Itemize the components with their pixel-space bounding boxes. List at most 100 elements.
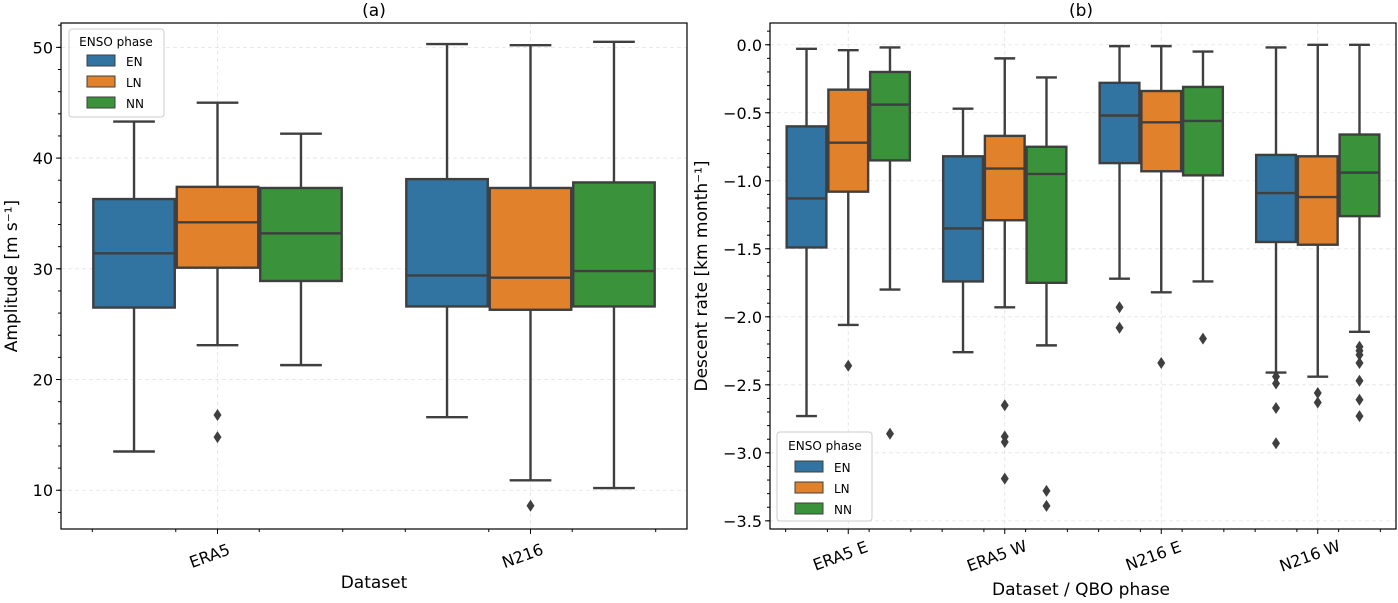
legend-swatch-en: [794, 460, 824, 473]
y-tick-label: 20: [33, 371, 53, 390]
box-ln-n216-w: [1296, 43, 1339, 409]
legend-label-ln: LN: [126, 76, 142, 90]
iqr-box: [1338, 133, 1381, 218]
outlier-point: [1272, 377, 1281, 390]
panel-b-legend: ENSO phase EN LN NN: [776, 431, 873, 522]
y-tick-label: −3.5: [723, 512, 762, 531]
outlier-point: [1000, 435, 1009, 448]
box-nn-era5-e: [868, 46, 912, 440]
panel-b-xlabel: Dataset / QBO phase: [992, 580, 1170, 599]
panel-a-xlabel: Dataset: [341, 573, 408, 593]
outlier-point: [1355, 393, 1364, 406]
legend-frame: [68, 28, 165, 118]
box-nn-era5-w: [1025, 76, 1068, 512]
outlier-point: [1042, 484, 1051, 497]
x-tick-label: ERA5: [187, 540, 233, 572]
panel-a-boxes: [92, 40, 656, 512]
iqr-box: [785, 125, 828, 249]
legend-swatch-nn: [794, 502, 824, 515]
box-en-era5-w: [941, 107, 985, 354]
x-tick-label: N216 W: [1277, 536, 1343, 576]
box-ln-era5-e: [827, 49, 870, 372]
iqr-box: [175, 185, 260, 269]
iqr-box: [1181, 85, 1225, 177]
panel-b-title: (b): [1069, 1, 1093, 21]
iqr-box: [488, 186, 573, 311]
box-ln-n216: [488, 43, 573, 512]
outlier-point: [1355, 357, 1364, 370]
box-nn-era5: [259, 132, 343, 367]
box-nn-n216-w: [1338, 43, 1381, 423]
box-ln-era5: [175, 101, 260, 444]
panel-b-ylabel: Descent rate [km month⁻¹]: [692, 160, 712, 391]
outlier-point: [213, 431, 222, 444]
y-tick-label: 50: [33, 38, 53, 57]
y-tick-label: −1.5: [723, 240, 762, 259]
legend-swatch-en: [86, 54, 116, 67]
legend-label-ln: LN: [834, 482, 850, 496]
legend-label-nn: NN: [834, 503, 852, 517]
panel-a-frame: [60, 22, 688, 530]
iqr-box: [868, 70, 912, 162]
legend-swatch-ln: [794, 481, 824, 494]
outlier-point: [844, 359, 853, 372]
legend-label-en: EN: [834, 461, 851, 475]
box-nn-n216: [572, 40, 656, 490]
iqr-box: [827, 88, 870, 193]
outlier-point: [1355, 348, 1364, 361]
y-tick-label: −0.5: [723, 104, 762, 123]
outlier-point: [213, 408, 222, 421]
iqr-box: [405, 177, 489, 308]
panel-b-boxes: [785, 43, 1381, 512]
outlier-point: [1313, 386, 1322, 399]
x-tick-label: ERA5 E: [810, 537, 870, 574]
box-en-era5-e: [785, 47, 828, 418]
y-tick-label: 10: [33, 481, 53, 500]
outlier-point: [1355, 374, 1364, 387]
legend-swatch-nn: [86, 96, 116, 109]
legend-frame: [776, 431, 873, 522]
outlier-point: [1000, 472, 1009, 485]
box-nn-n216-e: [1181, 50, 1225, 345]
panel-b: 0.0 −0.5 −1.0 −1.5 −2.0 −2.5 −3.0 −3.5 ERA5 E ERA…: [692, 1, 1397, 600]
y-tick-label: −3.0: [723, 444, 762, 463]
outlier-point: [526, 499, 535, 512]
iqr-box: [1025, 145, 1068, 285]
iqr-box: [983, 134, 1026, 222]
outlier-point: [1272, 370, 1281, 383]
outlier-point: [1115, 301, 1124, 314]
panel-a-title: (a): [362, 1, 386, 21]
legend-title: ENSO phase: [788, 439, 862, 453]
outlier-point: [1042, 499, 1051, 512]
outlier-point: [1198, 332, 1207, 345]
outlier-point: [1115, 321, 1124, 334]
y-tick-label: 40: [33, 149, 53, 168]
box-en-era5: [92, 120, 176, 453]
box-ln-n216-e: [1140, 44, 1183, 370]
x-tick-label: ERA5 W: [964, 536, 1030, 575]
panel-a: 10 20 30 40 50 ERA5 N216 (a) Dataset Amplitude…: [2, 1, 688, 593]
y-tick-label: −2.5: [723, 376, 762, 395]
outlier-point: [1313, 396, 1322, 409]
x-tick-label: N216: [499, 540, 545, 572]
box-en-n216: [405, 42, 489, 419]
y-tick-label: −2.0: [723, 308, 762, 327]
iqr-box: [1254, 153, 1298, 244]
y-tick-label: 0.0: [737, 36, 762, 55]
iqr-box: [1296, 155, 1339, 246]
iqr-box: [941, 155, 985, 283]
box-en-n216-w: [1254, 46, 1298, 450]
legend-label-en: EN: [126, 55, 143, 69]
panel-a-ylabel: Amplitude [m s⁻¹]: [2, 200, 22, 352]
legend-label-nn: NN: [126, 97, 144, 111]
outlier-point: [1272, 401, 1281, 414]
outlier-point: [1000, 399, 1009, 412]
outlier-point: [1157, 357, 1166, 370]
legend-swatch-ln: [86, 75, 116, 88]
box-ln-era5-w: [983, 57, 1026, 485]
iqr-box: [1140, 89, 1183, 173]
outlier-point: [1355, 410, 1364, 423]
x-tick-label: N216 E: [1123, 537, 1184, 575]
outlier-point: [885, 427, 894, 440]
